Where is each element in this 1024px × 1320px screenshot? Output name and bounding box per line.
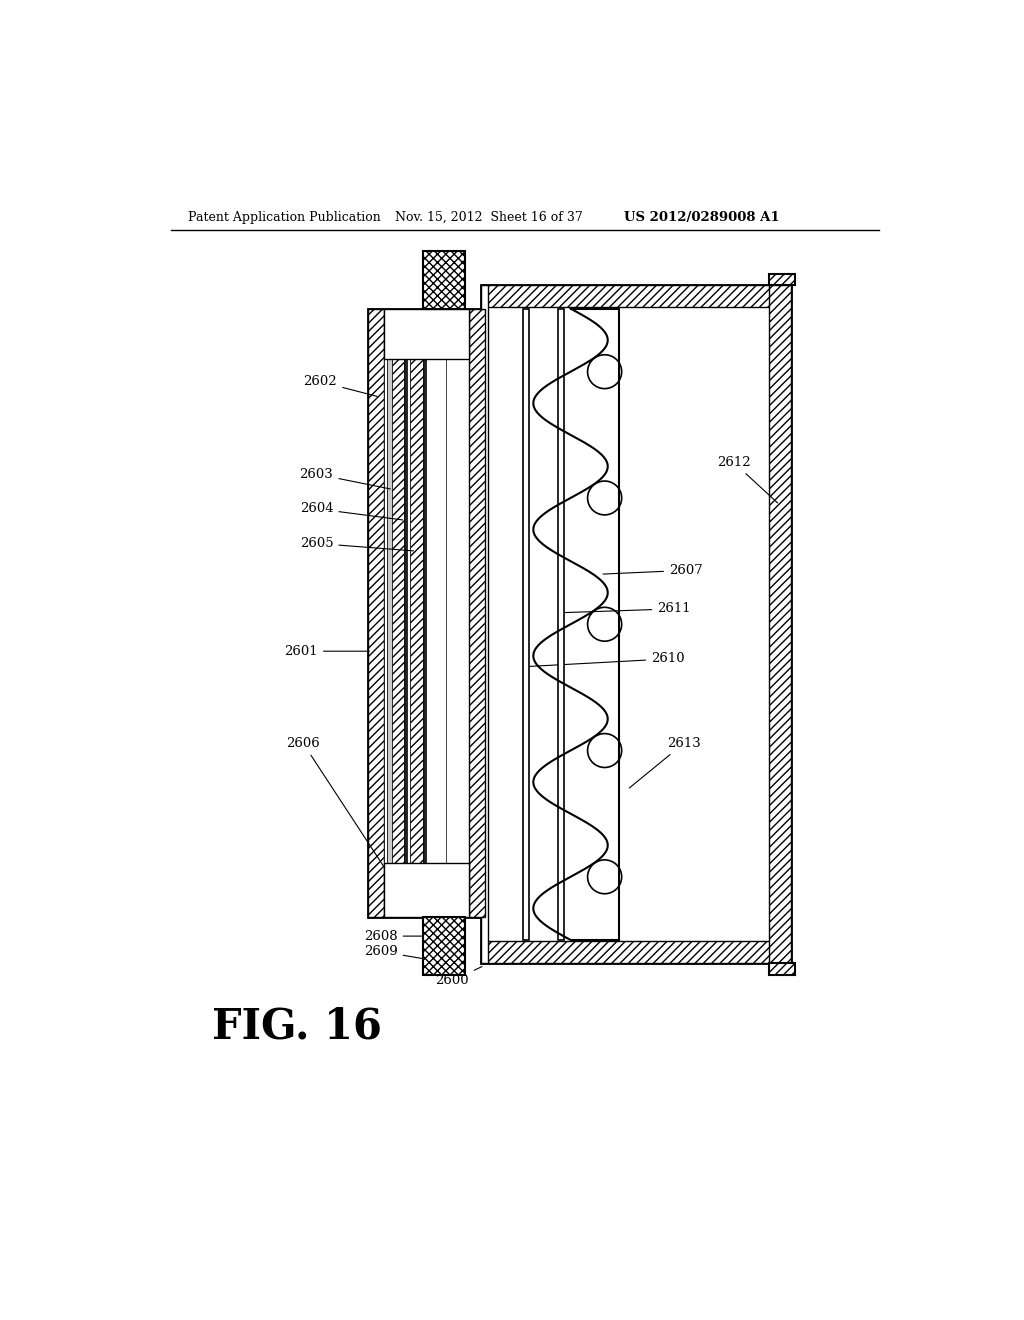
Bar <box>384 309 469 359</box>
Text: 2613: 2613 <box>630 737 700 788</box>
Bar <box>423 251 465 309</box>
Text: 2607: 2607 <box>603 564 702 577</box>
Text: 2612: 2612 <box>717 455 778 503</box>
Text: 2610: 2610 <box>529 652 685 667</box>
Text: 2600: 2600 <box>435 966 482 987</box>
Bar <box>480 285 791 308</box>
Bar <box>426 309 445 917</box>
Bar <box>480 285 791 964</box>
Bar <box>387 309 391 917</box>
Bar <box>769 275 795 285</box>
Bar <box>469 309 484 917</box>
Text: 2606: 2606 <box>287 737 390 876</box>
Bar <box>369 309 384 917</box>
Bar <box>523 309 529 940</box>
Bar <box>423 309 426 917</box>
Bar <box>410 309 423 917</box>
Text: FIG. 16: FIG. 16 <box>212 1006 382 1047</box>
Text: 2611: 2611 <box>564 602 691 615</box>
Text: 2604: 2604 <box>300 502 402 520</box>
Text: 2608: 2608 <box>365 929 441 942</box>
Bar <box>369 309 484 917</box>
Text: 2609: 2609 <box>364 945 424 958</box>
Bar <box>384 863 469 917</box>
Bar <box>391 309 403 917</box>
Bar <box>423 917 465 974</box>
Text: 2601: 2601 <box>285 644 370 657</box>
Text: 2602: 2602 <box>304 375 377 396</box>
Bar <box>558 309 564 940</box>
Text: Nov. 15, 2012  Sheet 16 of 37: Nov. 15, 2012 Sheet 16 of 37 <box>395 211 583 224</box>
Bar <box>407 309 410 917</box>
Text: 2605: 2605 <box>300 537 414 550</box>
Text: US 2012/0289008 A1: US 2012/0289008 A1 <box>624 211 779 224</box>
Bar <box>403 309 407 917</box>
Bar <box>384 309 387 917</box>
Text: Patent Application Publication: Patent Application Publication <box>188 211 381 224</box>
Bar <box>769 964 795 974</box>
Bar <box>769 285 791 964</box>
Bar <box>480 941 791 964</box>
Text: 2603: 2603 <box>300 467 390 488</box>
Bar <box>480 285 488 964</box>
